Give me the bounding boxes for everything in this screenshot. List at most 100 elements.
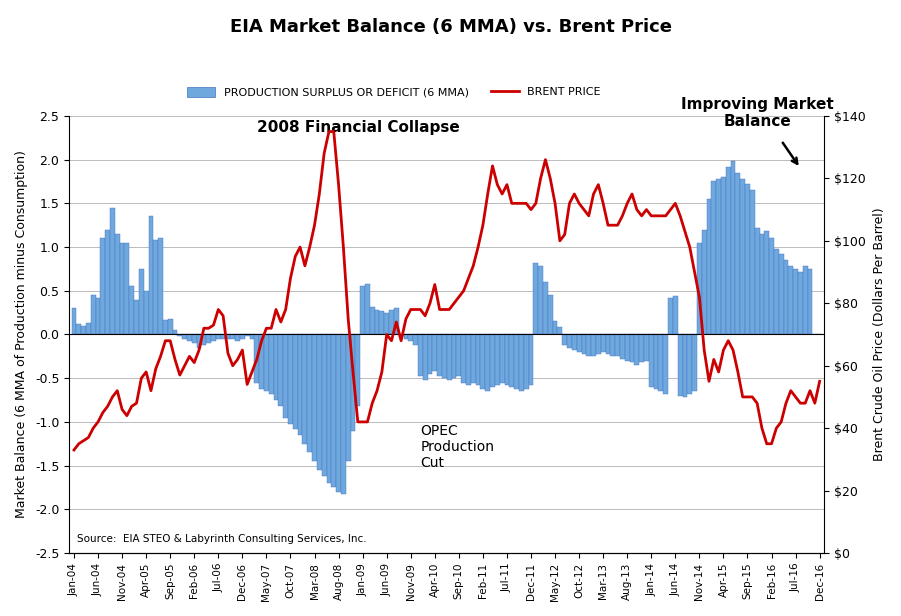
Bar xyxy=(206,334,211,343)
Bar xyxy=(610,334,615,356)
Bar xyxy=(254,334,259,383)
Y-axis label: Brent Crude Oil Price (Dollars Per Barrel): Brent Crude Oil Price (Dollars Per Barre… xyxy=(873,208,886,461)
Bar xyxy=(784,260,788,334)
Bar xyxy=(807,269,813,334)
Bar xyxy=(769,238,774,334)
Bar xyxy=(173,330,177,334)
Bar xyxy=(760,234,764,334)
Bar xyxy=(605,334,610,354)
Bar xyxy=(697,243,702,334)
Bar xyxy=(235,334,240,341)
Bar xyxy=(692,334,697,391)
Bar xyxy=(683,334,687,397)
Bar xyxy=(778,254,784,334)
Bar xyxy=(587,334,591,356)
Bar xyxy=(437,334,442,376)
Bar xyxy=(379,311,384,334)
Bar xyxy=(124,243,130,334)
Bar xyxy=(110,208,114,334)
Bar xyxy=(360,286,365,334)
Bar xyxy=(591,334,596,356)
Bar xyxy=(139,269,144,334)
Bar xyxy=(451,334,457,378)
Bar xyxy=(721,177,726,334)
Bar xyxy=(663,334,669,394)
Bar xyxy=(196,334,202,347)
Bar xyxy=(669,298,673,334)
Bar xyxy=(394,308,399,334)
Bar xyxy=(538,266,543,334)
Text: OPEC
Production
Cut: OPEC Production Cut xyxy=(421,424,495,470)
Bar xyxy=(615,334,620,356)
Bar xyxy=(519,334,523,391)
Bar xyxy=(231,334,235,339)
Bar xyxy=(202,334,206,345)
Bar xyxy=(307,334,312,453)
Bar xyxy=(341,334,346,493)
Bar xyxy=(750,190,755,334)
Bar xyxy=(105,230,110,334)
Bar xyxy=(726,167,731,334)
Bar xyxy=(476,334,480,385)
Bar xyxy=(211,334,216,341)
Bar xyxy=(365,284,369,334)
Bar xyxy=(601,334,605,352)
Bar xyxy=(428,334,432,374)
Bar xyxy=(505,334,509,385)
Bar xyxy=(163,320,168,334)
Bar xyxy=(312,334,317,461)
Bar xyxy=(268,334,274,394)
Bar xyxy=(408,334,414,341)
Bar xyxy=(552,322,558,334)
Bar xyxy=(572,334,577,351)
Text: EIA Market Balance (6 MMA) vs. Brent Price: EIA Market Balance (6 MMA) vs. Brent Pri… xyxy=(230,18,671,36)
Legend: PRODUCTION SURPLUS OR DEFICIT (6 MMA), BRENT PRICE: PRODUCTION SURPLUS OR DEFICIT (6 MMA), B… xyxy=(183,82,605,102)
Bar xyxy=(745,184,750,334)
Bar xyxy=(630,334,634,362)
Bar xyxy=(523,334,529,389)
Bar xyxy=(620,334,624,359)
Bar xyxy=(731,161,735,334)
Bar xyxy=(486,334,490,391)
Bar xyxy=(741,179,745,334)
Bar xyxy=(466,334,471,385)
Bar xyxy=(355,334,360,406)
Bar xyxy=(130,286,134,334)
Bar xyxy=(346,334,350,461)
Bar xyxy=(264,334,268,391)
Bar xyxy=(543,282,548,334)
Bar xyxy=(562,334,567,345)
Bar xyxy=(567,334,572,347)
Bar xyxy=(225,334,231,339)
Bar xyxy=(404,334,408,339)
Bar xyxy=(414,334,418,345)
Bar xyxy=(278,334,283,406)
Bar xyxy=(71,308,77,334)
Bar xyxy=(187,334,192,341)
Bar xyxy=(423,334,428,380)
Bar xyxy=(461,334,466,383)
Bar xyxy=(706,199,712,334)
Bar xyxy=(297,334,303,435)
Bar xyxy=(240,334,245,339)
Bar xyxy=(100,238,105,334)
Bar xyxy=(192,334,196,343)
Bar xyxy=(168,318,173,334)
Bar xyxy=(149,216,153,334)
Bar xyxy=(293,334,297,429)
Bar xyxy=(332,334,336,487)
Text: 2008 Financial Collapse: 2008 Financial Collapse xyxy=(257,120,460,135)
Bar xyxy=(702,230,706,334)
Bar xyxy=(509,334,514,387)
Bar xyxy=(432,334,437,371)
Bar xyxy=(490,334,495,387)
Bar xyxy=(86,323,91,334)
Bar xyxy=(134,299,139,334)
Bar xyxy=(548,295,552,334)
Y-axis label: Market Balance (6 MMA of Production minus Consumption): Market Balance (6 MMA of Production minu… xyxy=(15,150,28,519)
Bar xyxy=(793,269,798,334)
Bar xyxy=(471,334,476,383)
Bar xyxy=(336,334,341,492)
Bar xyxy=(678,334,683,395)
Bar xyxy=(159,238,163,334)
